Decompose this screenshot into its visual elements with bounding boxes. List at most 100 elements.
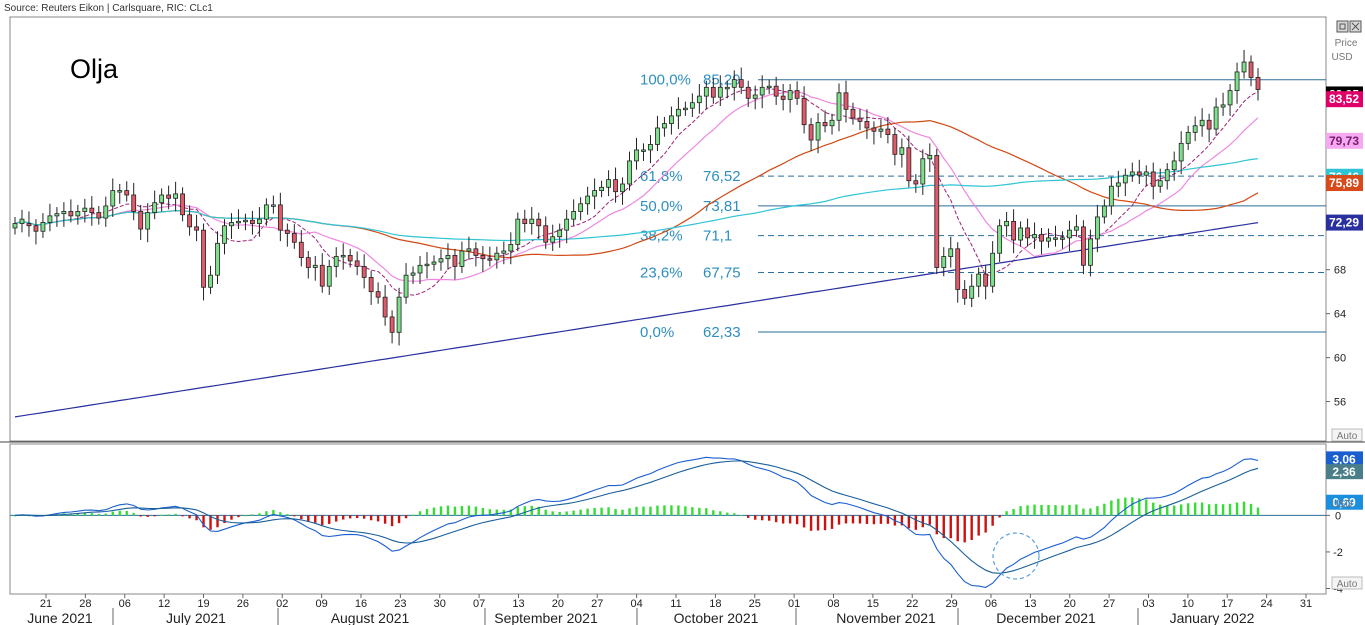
macd-histogram-bar — [879, 515, 883, 524]
candle-body — [124, 190, 130, 196]
macd-histogram-bar — [1040, 504, 1043, 516]
macd-histogram-bar — [230, 515, 233, 520]
candle-body — [557, 229, 563, 238]
candle-body — [466, 248, 472, 252]
candle-body — [962, 289, 968, 299]
candle-body — [173, 193, 179, 199]
macd-histogram-bar — [348, 515, 352, 519]
candle-body — [1150, 171, 1156, 187]
price-tick-label: 60 — [1334, 353, 1346, 365]
macd-histogram-bar — [251, 514, 254, 516]
candle-body — [641, 149, 646, 152]
candle-body — [976, 273, 982, 287]
macd-histogram-bar — [125, 510, 128, 516]
x-tick-label: 13 — [512, 598, 524, 610]
candle-body — [808, 124, 814, 141]
auto-button-price[interactable] — [1331, 428, 1363, 442]
macd-histogram-bar — [439, 506, 443, 516]
candle-body — [1234, 71, 1240, 92]
macd-histogram-bar — [355, 515, 359, 519]
macd-histogram-bar — [1005, 511, 1008, 516]
candle-body — [1241, 61, 1247, 73]
candle-body — [522, 218, 528, 224]
candle-body — [822, 122, 828, 127]
macd-histogram-bar — [376, 515, 380, 522]
macd-histogram-bar — [1131, 497, 1134, 516]
candle-body — [1039, 234, 1044, 242]
candle-body — [1053, 237, 1058, 240]
candle-body — [270, 204, 276, 207]
macd-histogram-bar — [740, 515, 743, 517]
candle-body — [696, 95, 702, 104]
macd-histogram-bar — [258, 513, 261, 516]
macd-indicator: 0 -2 -4 3,062,36 0,69 — [10, 451, 1363, 596]
candle-body — [752, 94, 758, 99]
x-tick-label: 17 — [1221, 598, 1233, 610]
candle-body — [682, 107, 688, 111]
candle-body — [1004, 220, 1010, 227]
macd-histogram-bar — [1026, 505, 1029, 516]
restore-icon[interactable] — [1336, 20, 1349, 33]
candle-body — [620, 183, 625, 193]
x-tick-label: 03 — [1142, 598, 1154, 610]
candle-body — [19, 218, 25, 224]
macd-signal-line — [14, 460, 1259, 574]
price-badge-label: 72,29 — [1329, 216, 1359, 230]
macd-histogram-bar — [1200, 502, 1204, 516]
macd-histogram-bar — [1145, 499, 1148, 516]
candle-body — [745, 86, 751, 99]
macd-histogram-bar — [579, 509, 582, 516]
candle-body — [487, 258, 493, 261]
candle-body — [194, 226, 199, 231]
ma-200-line — [14, 222, 1259, 418]
candle-body — [257, 218, 262, 224]
candle-body — [787, 90, 793, 100]
price-badge-label: 83,52 — [1329, 92, 1359, 106]
ma-100-line — [14, 158, 1259, 242]
macd-histogram-bar — [397, 515, 401, 524]
fibonacci-pct-label: 100,0% — [640, 72, 691, 89]
candle-body — [326, 266, 332, 287]
macd-histogram-bar — [1012, 508, 1015, 516]
macd-histogram-bar — [390, 515, 394, 527]
macd-histogram-bar — [551, 511, 554, 516]
candle-body — [703, 86, 709, 97]
fibonacci-value-label: 62,33 — [703, 324, 741, 341]
candle-body — [33, 225, 39, 232]
macd-badge-label: 2,36 — [1332, 465, 1356, 479]
candle-body — [396, 296, 402, 333]
candle-body — [166, 194, 172, 199]
macd-histogram-bar — [453, 506, 457, 516]
macd-histogram-bar — [411, 514, 415, 516]
candle-body — [1171, 160, 1177, 171]
macd-histogram-bar — [293, 515, 296, 517]
x-tick-label: 16 — [355, 598, 367, 610]
month-label: September 2021 — [494, 610, 598, 625]
ma-20-line — [14, 90, 1259, 282]
candle-body — [75, 211, 81, 217]
macd-histogram-bar — [328, 515, 331, 524]
x-axis: 21 28 06 12 19 26 02 09 16 23 30 07 13 20 27 04 11 18 25 01… — [27, 594, 1312, 625]
macd-histogram-bar — [509, 509, 513, 516]
macd-histogram-bar — [907, 515, 911, 529]
macd-histogram-bar — [663, 505, 666, 516]
macd-histogram-bar — [432, 507, 436, 516]
candle-body — [780, 95, 786, 100]
candle-body — [955, 248, 961, 290]
candle-body — [208, 274, 213, 288]
candle-body — [131, 194, 137, 212]
macd-histogram-bar — [656, 505, 659, 516]
auto-button-macd[interactable] — [1331, 576, 1363, 590]
macd-histogram-bar — [705, 508, 708, 516]
panel-controls[interactable] — [1336, 20, 1362, 33]
candle-body — [403, 274, 409, 298]
macd-histogram-bar — [516, 506, 519, 516]
candle-body — [1178, 142, 1184, 162]
fibonacci-value-label: 67,75 — [703, 264, 741, 281]
candle-body — [68, 211, 74, 217]
candle-body — [599, 186, 604, 191]
candle-body — [1108, 185, 1114, 207]
macd-histogram-bar — [83, 512, 87, 516]
macd-histogram-bar — [614, 508, 617, 516]
macd-histogram-bar — [900, 515, 904, 526]
